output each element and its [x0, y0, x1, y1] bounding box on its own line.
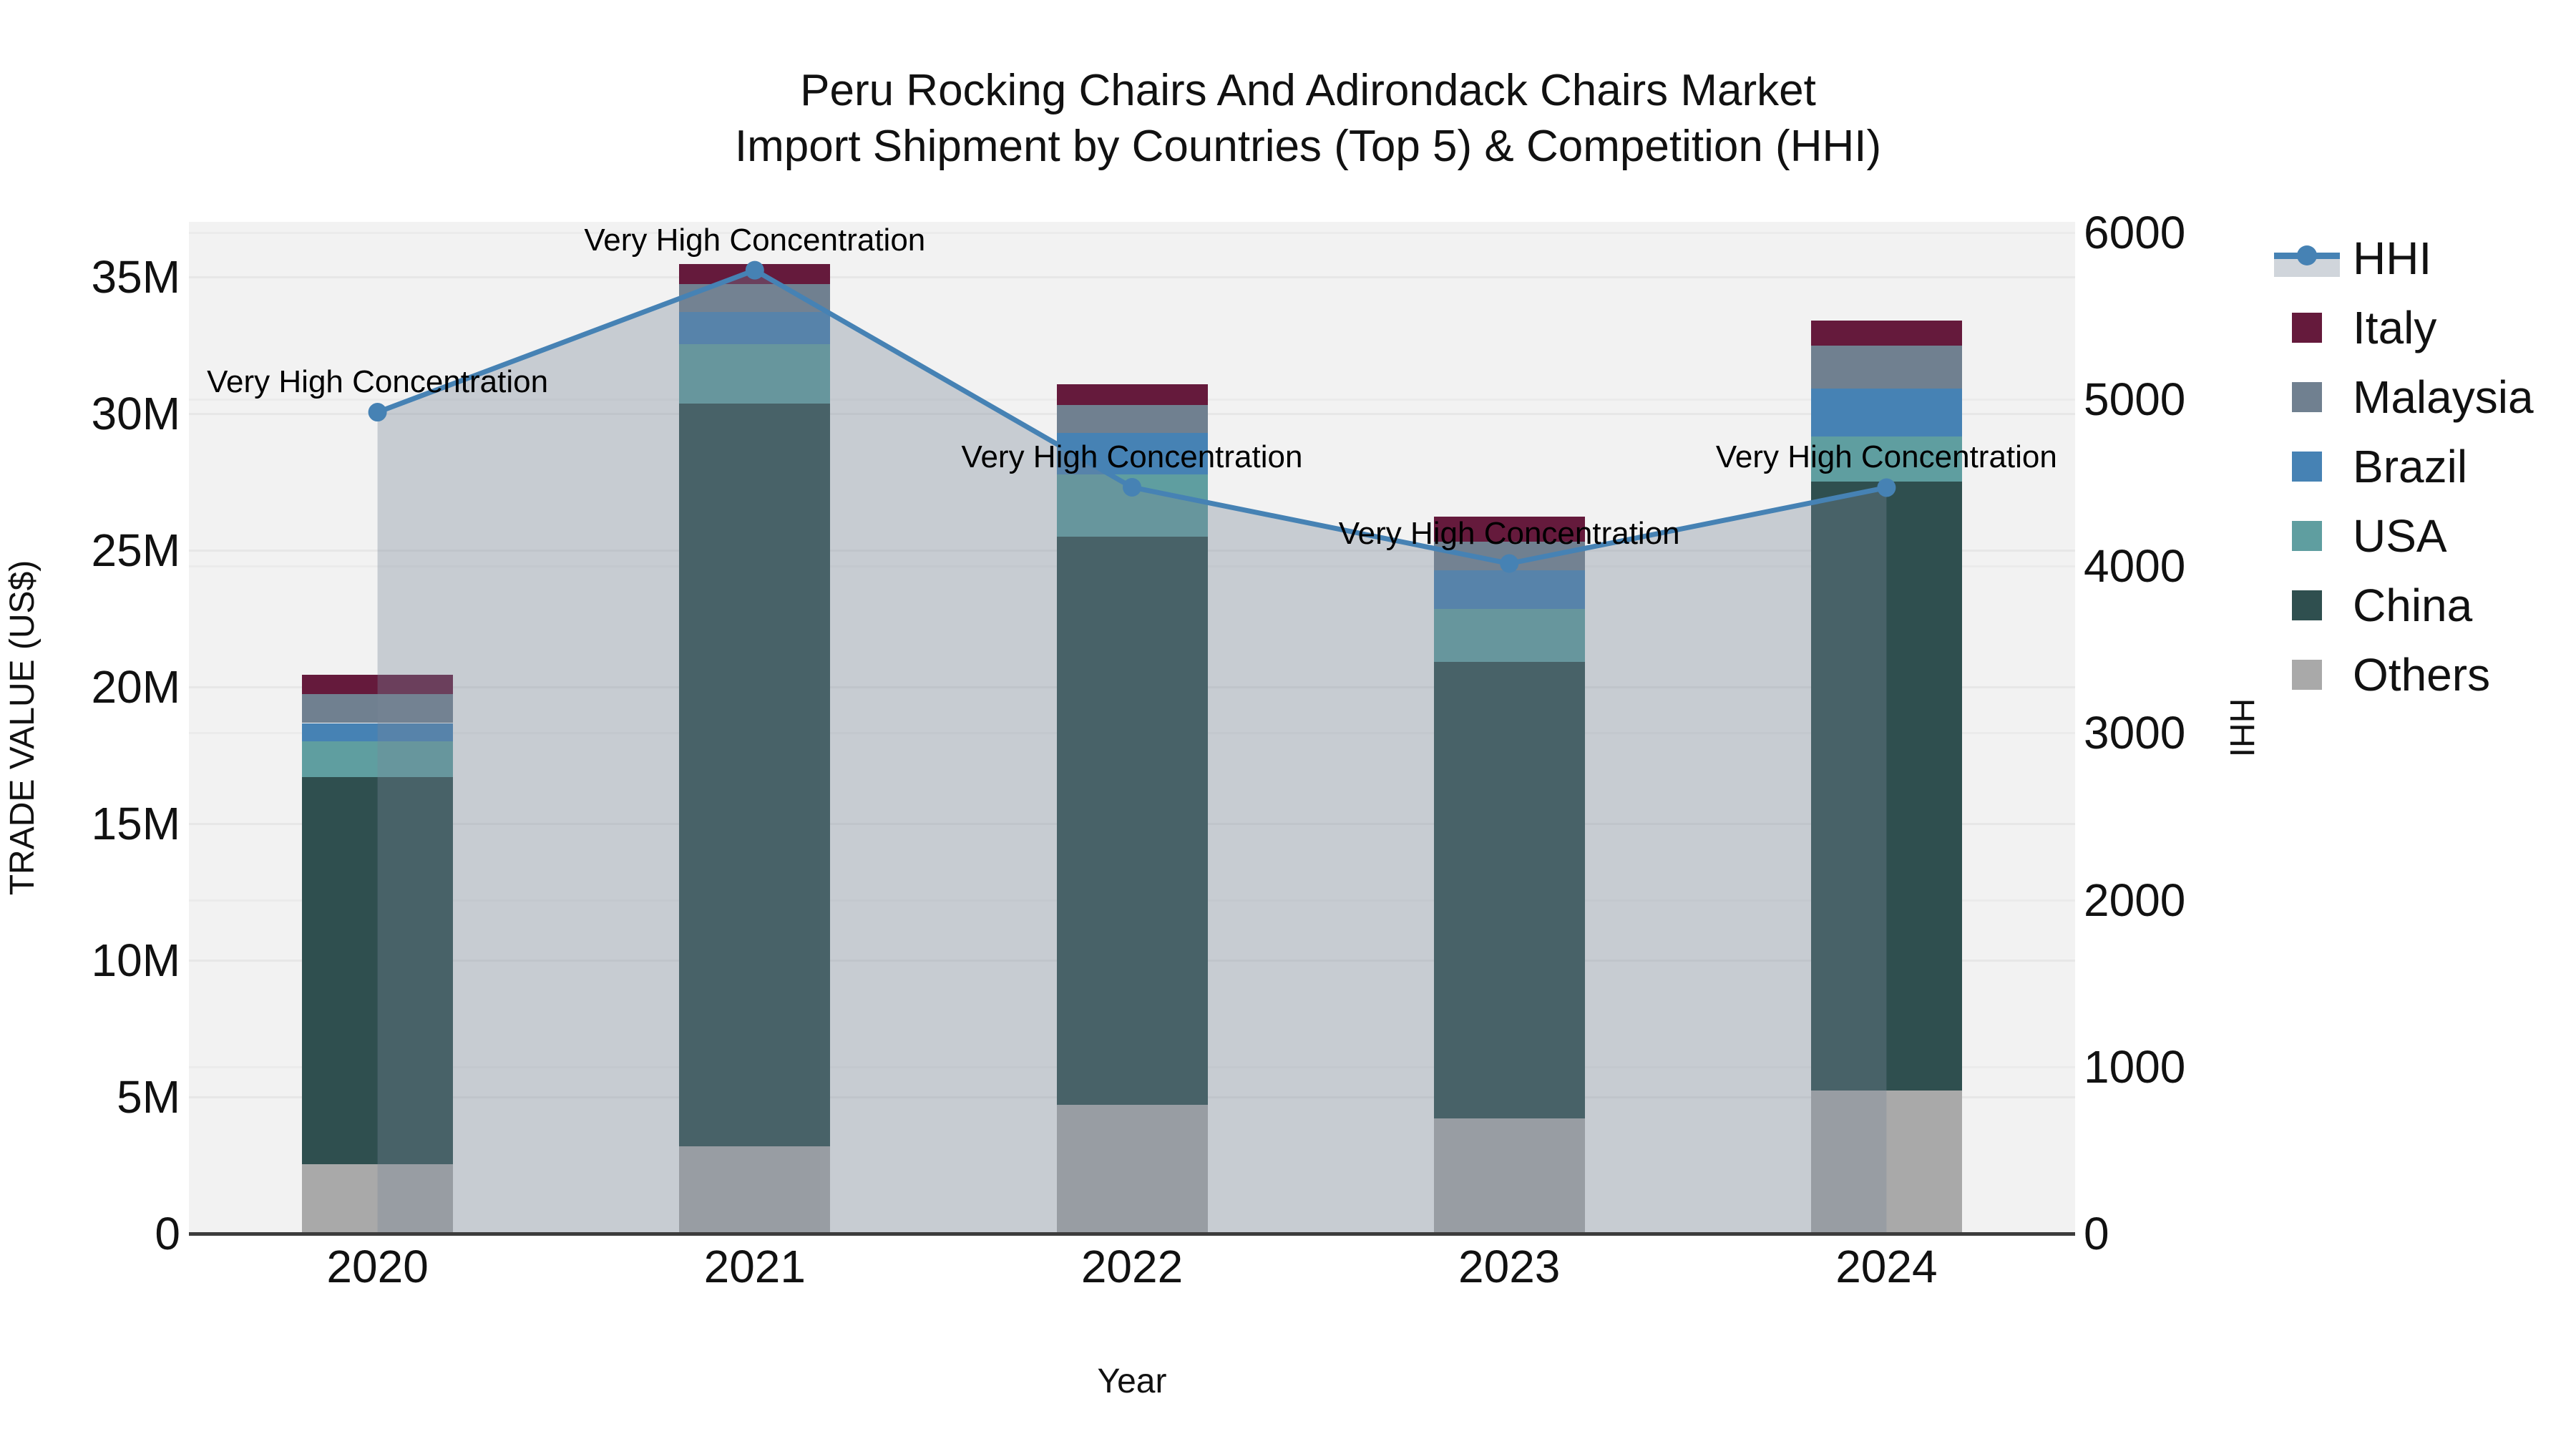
bar-segment-others-2021[interactable]	[679, 1146, 831, 1234]
italy-color-square	[2292, 313, 2322, 343]
y-left-tick-15M: 15M	[91, 798, 181, 850]
bar-segment-usa-2020[interactable]	[302, 741, 454, 778]
brazil-color-square	[2292, 452, 2322, 482]
chart-title: Peru Rocking Chairs And Adirondack Chair…	[800, 66, 1816, 115]
y-left-tick-30M: 30M	[91, 388, 181, 440]
y-left-axis-title: TRADE VALUE (US$)	[4, 560, 42, 896]
legend-item-malaysia[interactable]: Malaysia	[2274, 374, 2534, 420]
bar-segment-brazil-2021[interactable]	[679, 312, 831, 344]
bar-segment-italy-2022[interactable]	[1056, 384, 1208, 406]
x-tick-2024: 2024	[1835, 1241, 1938, 1292]
bar-segment-malaysia-2020[interactable]	[302, 694, 454, 723]
y-right-tick-0: 0	[2084, 1208, 2109, 1259]
x-tick-2020: 2020	[326, 1241, 429, 1292]
bar-segment-china-2024[interactable]	[1810, 481, 1962, 1091]
y-right-tick-1000: 1000	[2084, 1040, 2186, 1093]
legend-item-china[interactable]: China	[2274, 582, 2472, 628]
chart-subtitle: Import Shipment by Countries (Top 5) & C…	[734, 122, 1882, 171]
annotation-2023: Very High Concentration	[1338, 515, 1680, 551]
annotation-2024: Very High Concentration	[1715, 439, 2057, 475]
bar-segment-brazil-2024[interactable]	[1810, 388, 1962, 437]
gridline-left-35	[189, 276, 2075, 279]
bar-segment-usa-2023[interactable]	[1433, 609, 1585, 662]
italy-swatch	[2274, 312, 2340, 343]
annotation-2020: Very High Concentration	[207, 364, 549, 400]
bar-segment-others-2020[interactable]	[302, 1163, 454, 1234]
x-tick-2022: 2022	[1080, 1241, 1184, 1292]
bar-segment-usa-2021[interactable]	[679, 343, 831, 404]
legend-item-brazil[interactable]: Brazil	[2274, 444, 2467, 489]
title-block: Peru Rocking Chairs And Adirondack Chair…	[0, 63, 2576, 175]
bar-segment-brazil-2020[interactable]	[302, 723, 454, 742]
hhi-marker-glyph	[2297, 245, 2317, 265]
legend-item-hhi[interactable]: HHI	[2274, 235, 2431, 281]
x-axis-line	[189, 1232, 2075, 1236]
y-right-axis-title: HHI	[2223, 698, 2260, 758]
y-right-tick-6000: 6000	[2084, 206, 2186, 258]
gridline-right-6000	[189, 231, 2075, 234]
legend-item-italy[interactable]: Italy	[2274, 305, 2436, 351]
usa-color-square	[2292, 521, 2322, 551]
legend-label-others: Others	[2353, 649, 2491, 701]
legend-label-usa: USA	[2353, 510, 2447, 562]
legend-item-others[interactable]: Others	[2274, 652, 2490, 698]
legend-label-hhi: HHI	[2353, 233, 2432, 284]
x-axis-title: Year	[1097, 1362, 1167, 1400]
y-right-tick-4000: 4000	[2084, 540, 2186, 592]
china-swatch	[2274, 590, 2340, 621]
bar-segment-brazil-2023[interactable]	[1433, 570, 1585, 610]
bar-segment-italy-2021[interactable]	[679, 264, 831, 284]
y-left-tick-10M: 10M	[91, 935, 181, 987]
x-tick-2021: 2021	[703, 1241, 806, 1292]
others-swatch	[2274, 659, 2340, 691]
y-left-tick-0: 0	[155, 1208, 180, 1259]
legend-item-usa[interactable]: USA	[2274, 513, 2447, 559]
usa-swatch	[2274, 520, 2340, 552]
bar-segment-china-2022[interactable]	[1056, 537, 1208, 1106]
bar-segment-italy-2020[interactable]	[302, 674, 454, 695]
bar-segment-usa-2022[interactable]	[1056, 474, 1208, 537]
annotation-2022: Very High Concentration	[961, 439, 1303, 474]
others-color-square	[2292, 660, 2322, 690]
legend-label-malaysia: Malaysia	[2353, 371, 2534, 423]
bar-segment-others-2024[interactable]	[1810, 1090, 1962, 1234]
x-tick-2023: 2023	[1458, 1241, 1561, 1292]
hhi-line-swatch	[2274, 243, 2340, 277]
y-right-tick-3000: 3000	[2084, 707, 2186, 759]
bar-segment-others-2023[interactable]	[1433, 1118, 1585, 1234]
y-left-tick-25M: 25M	[91, 525, 181, 577]
malaysia-swatch	[2274, 381, 2340, 413]
y-right-tick-2000: 2000	[2084, 874, 2186, 926]
annotation-2021: Very High Concentration	[584, 222, 926, 258]
y-right-tick-5000: 5000	[2084, 374, 2186, 426]
bar-segment-others-2022[interactable]	[1056, 1105, 1208, 1234]
y-left-tick-35M: 35M	[91, 251, 181, 303]
legend-label-brazil: Brazil	[2353, 441, 2468, 492]
bar-segment-china-2021[interactable]	[679, 404, 831, 1147]
brazil-swatch	[2274, 451, 2340, 482]
legend-label-china: China	[2353, 580, 2473, 631]
bar-segment-china-2020[interactable]	[302, 777, 454, 1164]
bar-segment-china-2023[interactable]	[1433, 661, 1585, 1118]
bar-segment-malaysia-2022[interactable]	[1056, 405, 1208, 434]
malaysia-color-square	[2292, 382, 2322, 412]
china-color-square	[2292, 590, 2322, 620]
legend-label-italy: Italy	[2353, 302, 2437, 353]
bar-segment-italy-2024[interactable]	[1810, 320, 1962, 346]
y-left-tick-20M: 20M	[91, 661, 181, 713]
y-left-tick-5M: 5M	[117, 1071, 180, 1123]
bar-segment-malaysia-2021[interactable]	[679, 283, 831, 313]
bar-segment-malaysia-2024[interactable]	[1810, 346, 1962, 389]
